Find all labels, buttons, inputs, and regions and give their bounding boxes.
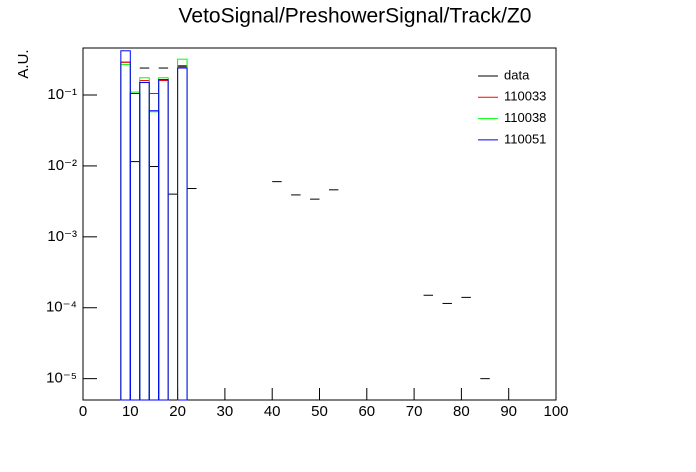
x-tick-label: 10 xyxy=(122,403,139,420)
legend: data 110033 110038 110051 xyxy=(478,67,546,146)
x-tick-label: 100 xyxy=(543,403,568,420)
x-tick-label: 70 xyxy=(406,403,423,420)
legend-label: 110033 xyxy=(504,89,546,104)
x-tick-label: 80 xyxy=(453,403,470,420)
chart-title: VetoSignal/PreshowerSignal/Track/Z0 xyxy=(179,5,532,28)
x-tick-label: 50 xyxy=(311,403,328,420)
y-tick-label: 10⁻⁵ xyxy=(46,370,77,387)
x-tick-label: 90 xyxy=(500,403,517,420)
y-axis-label: A.U. xyxy=(15,49,32,78)
legend-label: data xyxy=(504,67,530,82)
y-tick-label: 10⁻² xyxy=(47,157,77,174)
y-tick-label: 10⁻¹ xyxy=(47,86,77,103)
y-tick-label: 10⁻⁴ xyxy=(46,299,77,316)
x-tick-label: 60 xyxy=(358,403,375,420)
legend-label: 110038 xyxy=(504,110,546,125)
x-tick-label: 20 xyxy=(169,403,186,420)
legend-label: 110051 xyxy=(504,131,546,146)
x-tick-label: 40 xyxy=(264,403,281,420)
x-tick-label: 30 xyxy=(217,403,234,420)
histogram-bin xyxy=(158,79,169,401)
x-tick-label: 0 xyxy=(79,403,87,420)
histogram-bin xyxy=(177,67,188,401)
y-tick-label: 10⁻³ xyxy=(47,228,77,245)
